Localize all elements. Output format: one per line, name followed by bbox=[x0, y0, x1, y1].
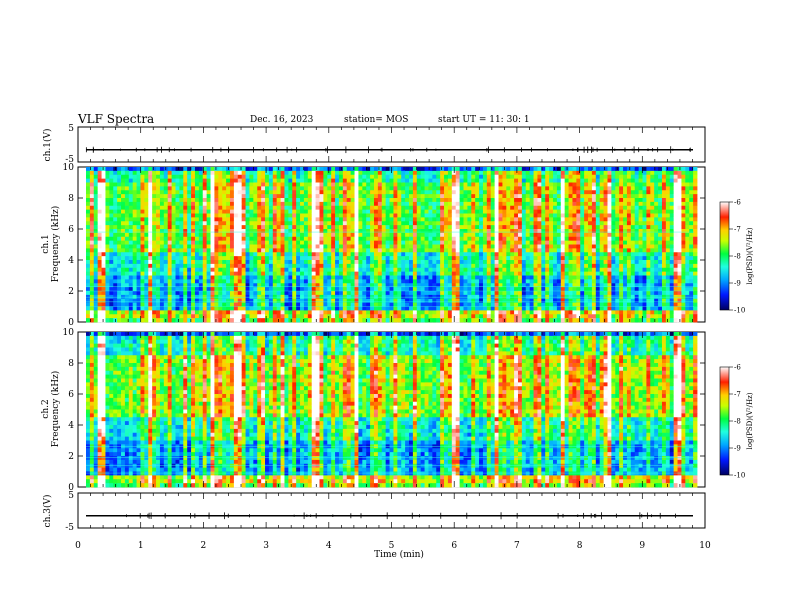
ch1-spectrogram-xticks bbox=[77, 167, 706, 322]
time-tick-label-10: 10 bbox=[699, 541, 711, 551]
colorbar-tick-1-3: -9 bbox=[734, 280, 741, 288]
ytick-label-2-4: 8 bbox=[68, 359, 74, 369]
ch2-spectrogram-yticks: 0 2 4 6 8 10 bbox=[63, 328, 705, 493]
ch1-spectrogram-image bbox=[86, 167, 698, 323]
time-tick-label-5: 5 bbox=[389, 541, 395, 551]
ch2-spectrogram-panel: 0 2 4 6 8 10 ch.2 Frequency (kHz) bbox=[41, 328, 706, 493]
ch3-waveform-xticks bbox=[77, 493, 706, 528]
ch1-ytick-bottom: -5 bbox=[65, 155, 74, 165]
time-tick-label-8: 8 bbox=[577, 541, 583, 551]
ytick-label-1-1: 2 bbox=[68, 287, 74, 297]
ytick-label-2-5: 10 bbox=[63, 328, 75, 338]
colorbar-tick-2-3: -9 bbox=[734, 445, 741, 453]
colorbar-tick-2-4: -10 bbox=[734, 472, 745, 480]
ytick-label-2-1: 2 bbox=[68, 452, 74, 462]
ch1-colorbar-label: log(PSD)(V²/Hz) bbox=[746, 227, 754, 284]
ch2-spectrogram-ylabel: Frequency (kHz) bbox=[50, 371, 61, 448]
time-tick-label-0: 0 bbox=[75, 541, 81, 551]
colorbar-tick-2-0: -6 bbox=[734, 364, 741, 372]
ch1-spectrogram-yticks: 0 2 4 6 8 10 bbox=[63, 163, 705, 328]
ch2-spectrogram-xticks bbox=[77, 332, 706, 487]
ch2-colorbar-ticks: -6 -7 -8 -9 -10 bbox=[729, 364, 745, 480]
date-label: Dec. 16, 2023 bbox=[250, 115, 314, 125]
ch3-ytick-top: 5 bbox=[68, 491, 74, 501]
ch2-spectrogram-image bbox=[86, 332, 698, 488]
ch1-ytick-top: 5 bbox=[68, 124, 74, 134]
ch2-colorbar: -6 -7 -8 -9 -10 log(PSD)(V²/Hz) bbox=[719, 364, 754, 480]
plot-title: VLF Spectra bbox=[78, 112, 155, 126]
ch3-waveform-ylabel: ch.3(V) bbox=[42, 495, 53, 528]
ch3-waveform-spikes bbox=[126, 512, 676, 520]
station-label: station= MOS bbox=[344, 115, 409, 125]
ch1-spectrogram-panel: 0 2 4 6 8 10 ch.1 Frequency (kHz) bbox=[41, 163, 706, 328]
time-tick-label-4: 4 bbox=[326, 541, 332, 551]
ytick-label-2-3: 6 bbox=[68, 390, 74, 400]
time-tick-label-3: 3 bbox=[263, 541, 269, 551]
time-tick-label-1: 1 bbox=[138, 541, 144, 551]
ch1-colorbar: -6 -7 -8 -9 -10 log(PSD)(V²/Hz) bbox=[719, 199, 754, 315]
ytick-label-1-0: 0 bbox=[68, 318, 74, 328]
time-axis-label: Time (min) bbox=[374, 549, 424, 560]
ch2-colorbar-label: log(PSD)(V²/Hz) bbox=[746, 392, 754, 449]
ch2-spectrogram-ylabel-channel: ch.2 bbox=[41, 399, 51, 418]
ch1-waveform-ylabel: ch.1(V) bbox=[42, 129, 53, 162]
ch3-waveform-panel: 5 -5 ch.3(V) 0 1 2 3 4 5 6 7 8 9 10 Time (min) bbox=[42, 491, 711, 560]
colorbar-tick-1-4: -10 bbox=[734, 307, 745, 315]
ytick-label-1-5: 10 bbox=[63, 163, 75, 173]
colorbar-tick-2-2: -8 bbox=[734, 418, 741, 426]
colorbar-tick-2-1: -7 bbox=[734, 391, 741, 399]
ch1-colorbar-gradient bbox=[719, 201, 730, 311]
ch1-waveform-panel: 5 -5 ch.1(V) bbox=[42, 124, 706, 165]
time-tick-label-7: 7 bbox=[514, 541, 520, 551]
time-tick-label-9: 9 bbox=[639, 541, 645, 551]
ch1-waveform-spikes bbox=[85, 146, 691, 154]
start-time-label: start UT = 11: 30: 1 bbox=[438, 115, 530, 125]
time-tick-label-6: 6 bbox=[451, 541, 457, 551]
ch1-spectrogram-ylabel: Frequency (kHz) bbox=[50, 206, 61, 283]
colorbar-tick-1-2: -8 bbox=[734, 253, 741, 261]
ytick-label-1-4: 8 bbox=[68, 194, 74, 204]
colorbar-tick-1-0: -6 bbox=[734, 199, 741, 207]
ch1-colorbar-ticks: -6 -7 -8 -9 -10 bbox=[729, 199, 745, 315]
ch1-waveform-xticks bbox=[77, 127, 706, 162]
time-tick-label-2: 2 bbox=[201, 541, 207, 551]
ch1-spectrogram-ylabel-channel: ch.1 bbox=[41, 234, 51, 253]
ytick-label-1-2: 4 bbox=[68, 256, 74, 266]
colorbar-tick-1-1: -7 bbox=[734, 226, 741, 234]
ch3-ytick-bottom: -5 bbox=[65, 523, 74, 533]
ytick-label-2-0: 0 bbox=[68, 483, 74, 493]
ytick-label-1-3: 6 bbox=[68, 225, 74, 235]
ytick-label-2-2: 4 bbox=[68, 421, 74, 431]
time-axis-tick-labels: 0 1 2 3 4 5 6 7 8 9 10 bbox=[75, 541, 711, 551]
ch2-colorbar-gradient bbox=[719, 366, 730, 476]
